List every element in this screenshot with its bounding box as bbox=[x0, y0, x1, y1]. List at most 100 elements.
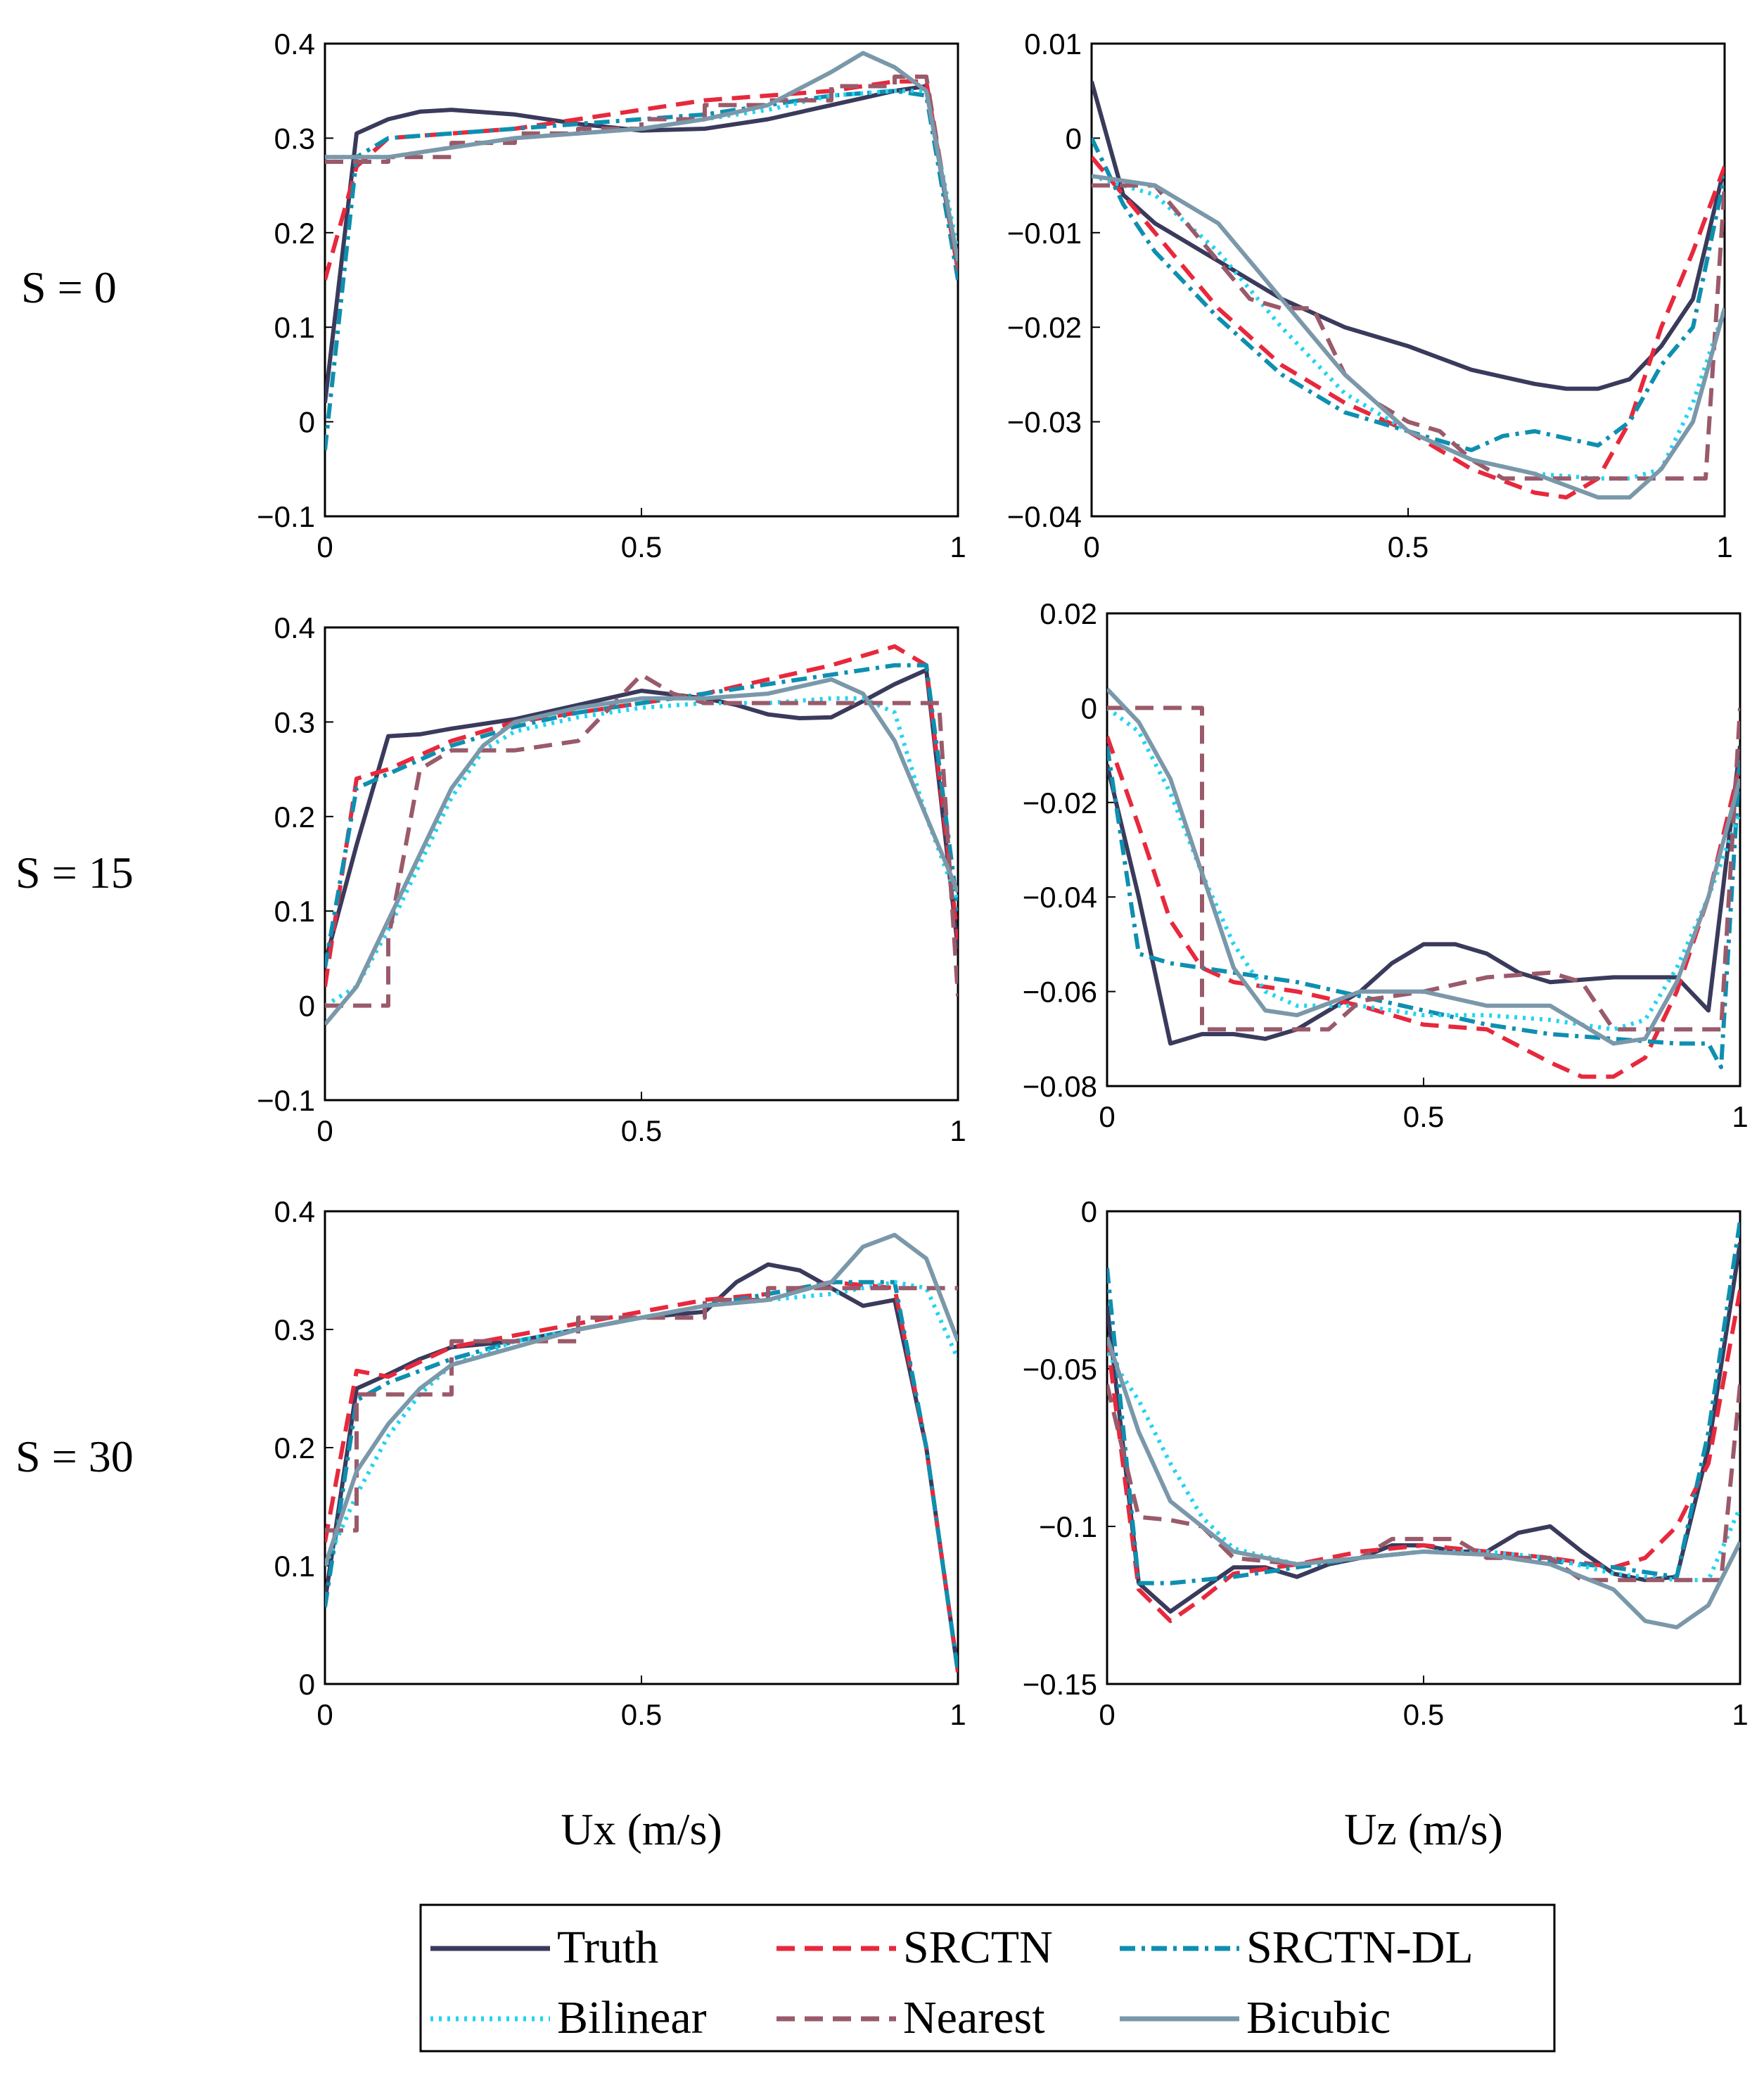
y-axis-ticks: −0.08 −0.06 −0.04 −0.02 0 0.02 bbox=[1023, 597, 1116, 1103]
y-tick-label: −0.15 bbox=[1023, 1668, 1097, 1701]
series-line-srctn bbox=[1107, 1289, 1740, 1623]
series-line-nearest bbox=[325, 672, 958, 1008]
x-tick-label: 0 bbox=[1083, 530, 1099, 563]
series-lines bbox=[1092, 80, 1725, 500]
series-line-nearest bbox=[325, 75, 958, 272]
y-tick-label: 0 bbox=[299, 1668, 315, 1701]
x-tick-label: 0 bbox=[317, 1698, 333, 1731]
x-tick-label: 1 bbox=[1732, 1100, 1748, 1133]
y-axis-ticks: 0 0.1 0.2 0.3 0.4 bbox=[274, 1195, 333, 1701]
panel-s15-ux: −0.100.10.20.30.4 0 0.5 1 bbox=[257, 611, 966, 1147]
series-line-truth bbox=[1107, 745, 1740, 1046]
x-tick-label: 0 bbox=[1099, 1100, 1115, 1133]
y-tick-label: −0.06 bbox=[1023, 976, 1097, 1009]
series-lines bbox=[325, 1232, 958, 1673]
y-tick-label: 0.4 bbox=[274, 1195, 315, 1228]
y-tick-label: 0.3 bbox=[274, 1313, 315, 1346]
series-line-srctn bbox=[1092, 155, 1725, 500]
x-tick-label: 1 bbox=[1716, 530, 1732, 563]
panel-s0-ux: −0.100.10.20.30.4 0 0.5 1 bbox=[257, 27, 966, 563]
legend-label-nearest: Nearest bbox=[903, 1992, 1045, 2043]
row-label-s15: S = 15 bbox=[15, 848, 134, 898]
series-line-bicubic bbox=[325, 677, 958, 1026]
y-tick-label: 0.1 bbox=[274, 1550, 315, 1583]
series-lines bbox=[325, 51, 958, 451]
x-tick-label: 1 bbox=[950, 1114, 966, 1147]
series-line-bilinear bbox=[325, 1280, 958, 1567]
x-tick-label: 0.5 bbox=[1403, 1698, 1444, 1731]
x-axis-ticks: 0 0.5 1 bbox=[1099, 1676, 1749, 1731]
series-line-nearest bbox=[1107, 1384, 1740, 1583]
series-line-bilinear bbox=[325, 89, 958, 253]
y-tick-label: 0 bbox=[1081, 691, 1097, 725]
y-tick-label: 0.1 bbox=[274, 311, 315, 344]
y-axis-ticks: −0.15 −0.1 −0.05 0 bbox=[1023, 1195, 1116, 1701]
series-line-bicubic bbox=[1092, 174, 1725, 500]
y-tick-label: 0.4 bbox=[274, 611, 315, 644]
y-axis-ticks: −0.1 0 0.1 0.2 0.3 0.4 bbox=[257, 611, 333, 1117]
y-tick-label: −0.1 bbox=[257, 500, 315, 533]
legend-box bbox=[419, 1903, 1556, 2053]
y-tick-label: −0.1 bbox=[1039, 1510, 1097, 1543]
x-axis-ticks: 0 0.5 1 bbox=[317, 1676, 966, 1731]
panel-s30-ux: 00.10.20.30.4 0 0.5 1 bbox=[274, 1195, 966, 1731]
plot-frame bbox=[1090, 42, 1726, 518]
x-tick-label: 0.5 bbox=[1388, 530, 1429, 563]
x-tick-label: 0 bbox=[317, 530, 333, 563]
series-line-bicubic bbox=[325, 51, 958, 262]
legend-label-srctn-dl: SRCTN-DL bbox=[1246, 1922, 1474, 1973]
y-tick-label: 0.1 bbox=[274, 895, 315, 928]
legend-items: Truth SRCTN SRCTN-DL Bilinear Nearest Bicubic bbox=[430, 1922, 1474, 2043]
y-tick-label: 0 bbox=[1066, 122, 1082, 155]
y-tick-label: −0.03 bbox=[1007, 406, 1082, 439]
legend-label-srctn: SRCTN bbox=[903, 1922, 1053, 1973]
plot-frame bbox=[1106, 612, 1741, 1087]
series-lines bbox=[325, 644, 958, 1026]
y-tick-label: 0.2 bbox=[274, 800, 315, 834]
plot-frame bbox=[324, 42, 959, 518]
legend-label-bilinear: Bilinear bbox=[557, 1992, 707, 2043]
series-line-srctn-dl bbox=[1107, 745, 1740, 1070]
y-tick-label: 0 bbox=[1081, 1195, 1097, 1228]
y-tick-label: 0.2 bbox=[274, 1431, 315, 1465]
x-tick-label: 1 bbox=[1732, 1698, 1748, 1731]
y-tick-label: 0.4 bbox=[274, 27, 315, 60]
series-line-srctn bbox=[1107, 735, 1740, 1079]
y-axis-ticks: −0.1 0 0.1 0.2 0.3 0.4 bbox=[257, 27, 333, 533]
y-tick-label: −0.08 bbox=[1023, 1070, 1097, 1103]
y-tick-label: 0.01 bbox=[1024, 27, 1082, 60]
xlabel-uz: Uz (m/s) bbox=[1344, 1804, 1503, 1854]
y-tick-label: 0 bbox=[299, 990, 315, 1023]
x-axis-ticks: 0 0.5 1 bbox=[317, 1092, 966, 1147]
series-lines bbox=[1107, 1220, 1740, 1630]
legend: Truth SRCTN SRCTN-DL Bilinear Nearest Bicubic bbox=[419, 1903, 1556, 2053]
y-tick-label: 0.3 bbox=[274, 122, 315, 155]
x-axis-ticks: 0 0.5 1 bbox=[1083, 508, 1733, 563]
x-tick-label: 0.5 bbox=[621, 1114, 662, 1147]
y-tick-label: 0 bbox=[299, 406, 315, 439]
y-tick-label: −0.02 bbox=[1007, 311, 1082, 344]
y-tick-label: −0.04 bbox=[1023, 881, 1097, 914]
x-tick-label: 0.5 bbox=[621, 530, 662, 563]
x-tick-label: 0.5 bbox=[621, 1698, 662, 1731]
y-axis-ticks: −0.04 −0.03 −0.02 −0.01 0 0.01 bbox=[1007, 27, 1100, 533]
x-tick-label: 0.5 bbox=[1403, 1100, 1444, 1133]
x-tick-label: 1 bbox=[950, 530, 966, 563]
series-line-bilinear bbox=[1107, 1351, 1740, 1583]
x-tick-label: 0 bbox=[1099, 1698, 1115, 1731]
y-tick-label: −0.01 bbox=[1007, 217, 1082, 250]
series-line-nearest bbox=[1092, 183, 1725, 481]
x-axis-ticks: 0 0.5 1 bbox=[1099, 1078, 1749, 1133]
y-tick-label: 0.3 bbox=[274, 706, 315, 739]
y-tick-label: 0.02 bbox=[1040, 597, 1097, 630]
y-tick-label: −0.02 bbox=[1023, 786, 1097, 819]
x-axis-ticks: 0 0.5 1 bbox=[317, 508, 966, 563]
series-line-srctn bbox=[325, 1280, 958, 1673]
x-tick-label: 1 bbox=[950, 1698, 966, 1731]
legend-label-bicubic: Bicubic bbox=[1246, 1992, 1391, 2043]
y-tick-label: −0.04 bbox=[1007, 500, 1082, 533]
series-line-bilinear bbox=[325, 696, 958, 1008]
series-line-bicubic bbox=[1107, 1336, 1740, 1630]
